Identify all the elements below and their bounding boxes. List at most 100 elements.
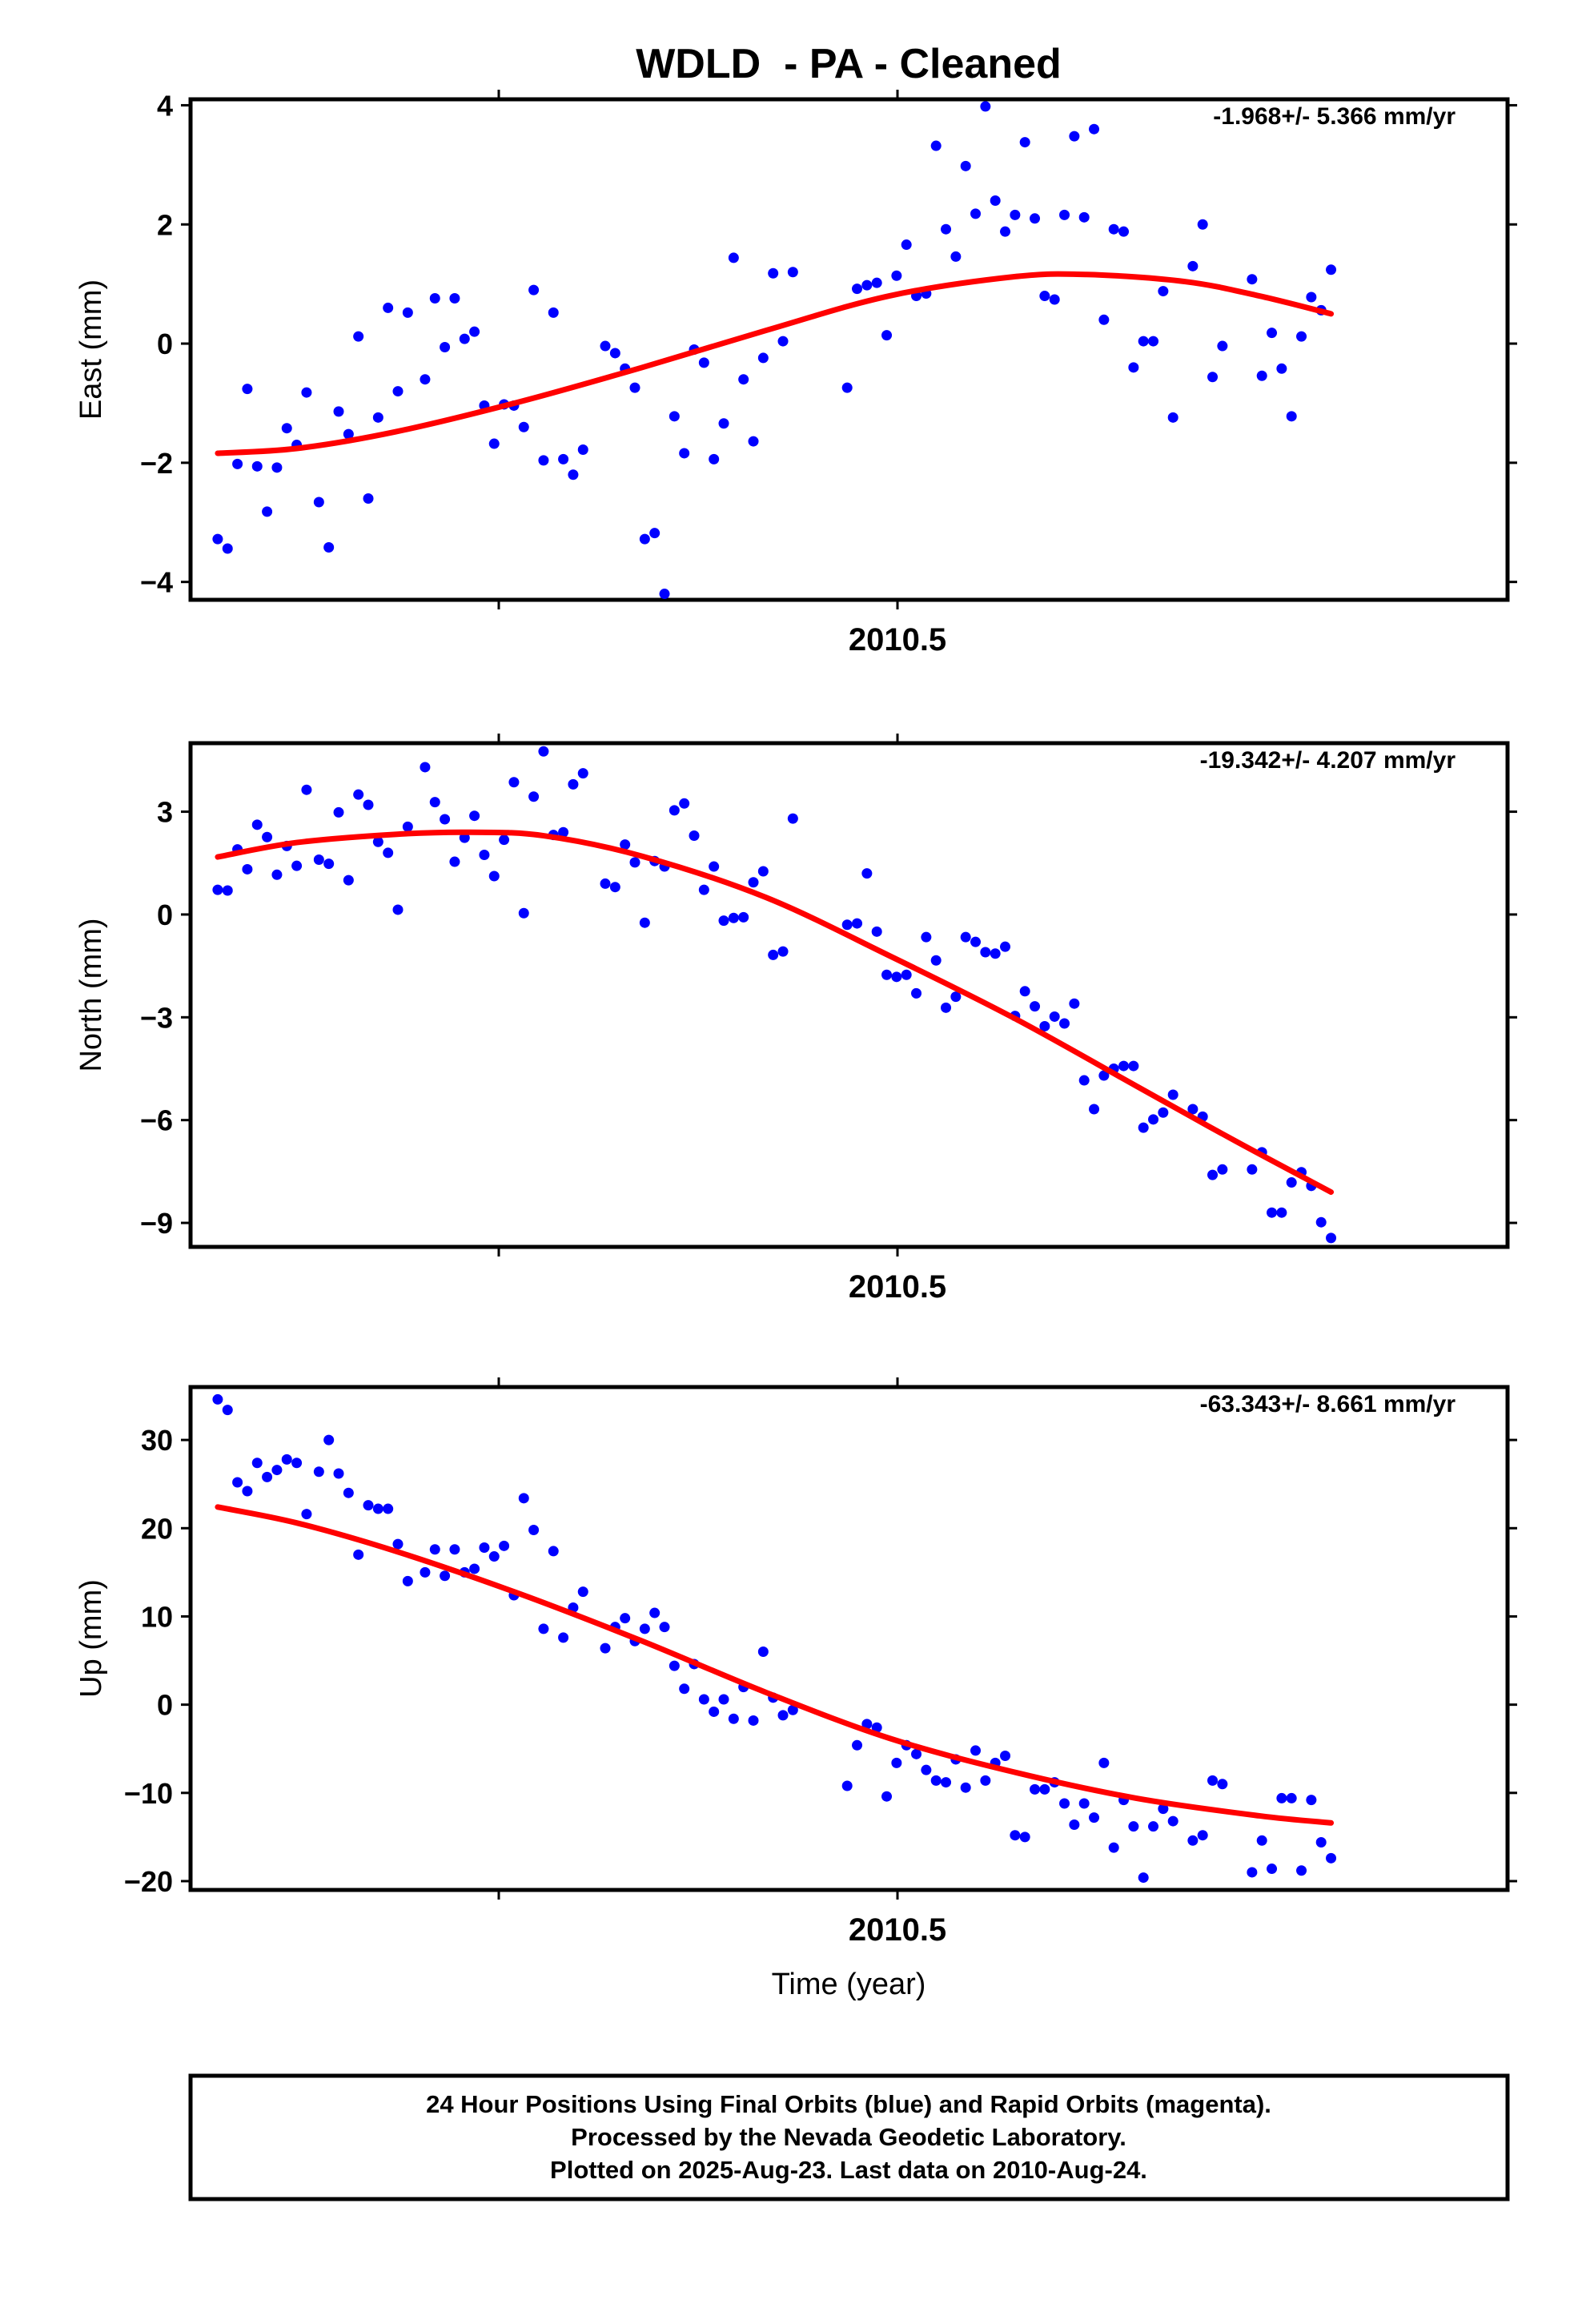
east-data-point — [538, 455, 549, 466]
east-data-point — [383, 302, 394, 313]
east-data-point — [941, 223, 952, 235]
north-data-point — [1069, 998, 1080, 1009]
north-data-point — [558, 826, 569, 838]
north-data-point — [1049, 1011, 1060, 1022]
up-data-point — [620, 1613, 631, 1624]
up-data-point — [313, 1466, 324, 1478]
north-data-point — [1158, 1107, 1169, 1118]
north-data-point — [777, 946, 789, 957]
east-data-point — [518, 421, 529, 432]
up-data-point — [343, 1487, 354, 1498]
north-data-point — [728, 912, 739, 923]
north-data-point — [449, 856, 460, 867]
east-data-point — [659, 589, 670, 600]
up-data-point — [1019, 1831, 1030, 1843]
up-data-point — [1197, 1830, 1208, 1841]
north-data-point — [757, 866, 769, 877]
up-data-point — [960, 1782, 971, 1793]
up-plot-frame — [188, 1385, 1510, 1892]
up-data-point — [930, 1775, 942, 1786]
north-data-point — [1019, 986, 1030, 997]
north-ytick-label: 3 — [157, 796, 173, 829]
east-data-point — [1078, 211, 1090, 223]
north-data-point — [402, 821, 413, 832]
up-ytick-label: 30 — [141, 1424, 173, 1457]
up-data-point — [718, 1694, 729, 1705]
east-data-point — [709, 453, 720, 464]
east-points — [212, 101, 1337, 600]
east-ytick-label: 4 — [157, 89, 173, 122]
up-ytick-label: −10 — [124, 1777, 173, 1810]
north-data-point — [528, 791, 540, 802]
east-data-point — [1207, 372, 1219, 383]
east-ytick-label: 2 — [157, 208, 173, 241]
north-data-point — [941, 1002, 952, 1013]
north-ytick-label: −3 — [140, 1001, 173, 1034]
up-data-point — [861, 1719, 873, 1730]
north-data-point — [1000, 941, 1011, 952]
east-data-point — [1039, 291, 1050, 302]
east-panel: −4 −2 0 2 4 2010.5 East (mm) -1.968+/- 5.366 mm… — [74, 89, 1517, 657]
up-data-point — [757, 1647, 769, 1658]
east-data-point — [558, 453, 569, 464]
east-data-point — [323, 542, 335, 553]
up-data-point — [659, 1622, 670, 1633]
east-data-point — [548, 307, 559, 318]
north-data-point — [787, 813, 798, 824]
north-data-point — [538, 746, 549, 757]
up-data-point — [271, 1465, 283, 1476]
east-data-point — [281, 423, 292, 434]
up-data-point — [1128, 1821, 1139, 1832]
north-data-point — [891, 971, 902, 983]
up-points — [212, 1393, 1337, 1884]
up-data-point — [1315, 1837, 1327, 1848]
east-data-point — [1247, 274, 1258, 285]
up-data-point — [787, 1704, 798, 1715]
east-data-point — [212, 533, 223, 545]
north-ytick-label: 0 — [157, 899, 173, 931]
up-data-point — [383, 1503, 394, 1514]
north-data-point — [518, 907, 529, 919]
up-data-point — [980, 1775, 991, 1786]
east-data-point — [1148, 336, 1159, 347]
up-data-point — [1089, 1812, 1100, 1823]
east-data-point — [1118, 226, 1130, 237]
up-data-point — [1167, 1815, 1178, 1827]
up-data-point — [1187, 1835, 1199, 1846]
east-data-point — [449, 293, 460, 304]
north-ytick-label: −9 — [140, 1207, 173, 1240]
east-data-point — [930, 140, 942, 151]
north-data-point — [1326, 1232, 1337, 1244]
east-data-point — [852, 283, 863, 295]
up-data-point — [748, 1715, 759, 1726]
up-data-point — [1010, 1830, 1021, 1841]
north-data-point — [499, 834, 510, 846]
up-data-point — [871, 1722, 882, 1733]
east-ytick-label: −2 — [140, 447, 173, 480]
north-data-point — [383, 847, 394, 858]
north-data-point — [1078, 1075, 1090, 1086]
north-data-point — [679, 798, 690, 809]
east-data-point — [1276, 363, 1287, 374]
up-data-point — [881, 1791, 893, 1802]
up-data-point — [1276, 1792, 1287, 1803]
up-data-point — [777, 1710, 789, 1721]
up-data-point — [1217, 1779, 1228, 1790]
up-data-point — [538, 1623, 549, 1634]
north-data-point — [363, 799, 374, 810]
north-data-point — [689, 830, 700, 842]
north-data-point — [440, 814, 451, 825]
north-data-point — [420, 762, 431, 773]
east-plot-frame — [188, 97, 1510, 602]
up-data-point — [291, 1458, 303, 1469]
up-data-point — [420, 1566, 431, 1578]
north-data-point — [353, 789, 364, 800]
north-data-point — [1128, 1060, 1139, 1072]
footer-line-3: Plotted on 2025-Aug-23. Last data on 201… — [550, 2156, 1147, 2184]
north-axis-title: North (mm) — [74, 918, 108, 1072]
east-data-point — [600, 340, 611, 352]
east-data-point — [777, 336, 789, 347]
east-data-point — [679, 448, 690, 459]
north-data-point — [748, 877, 759, 888]
